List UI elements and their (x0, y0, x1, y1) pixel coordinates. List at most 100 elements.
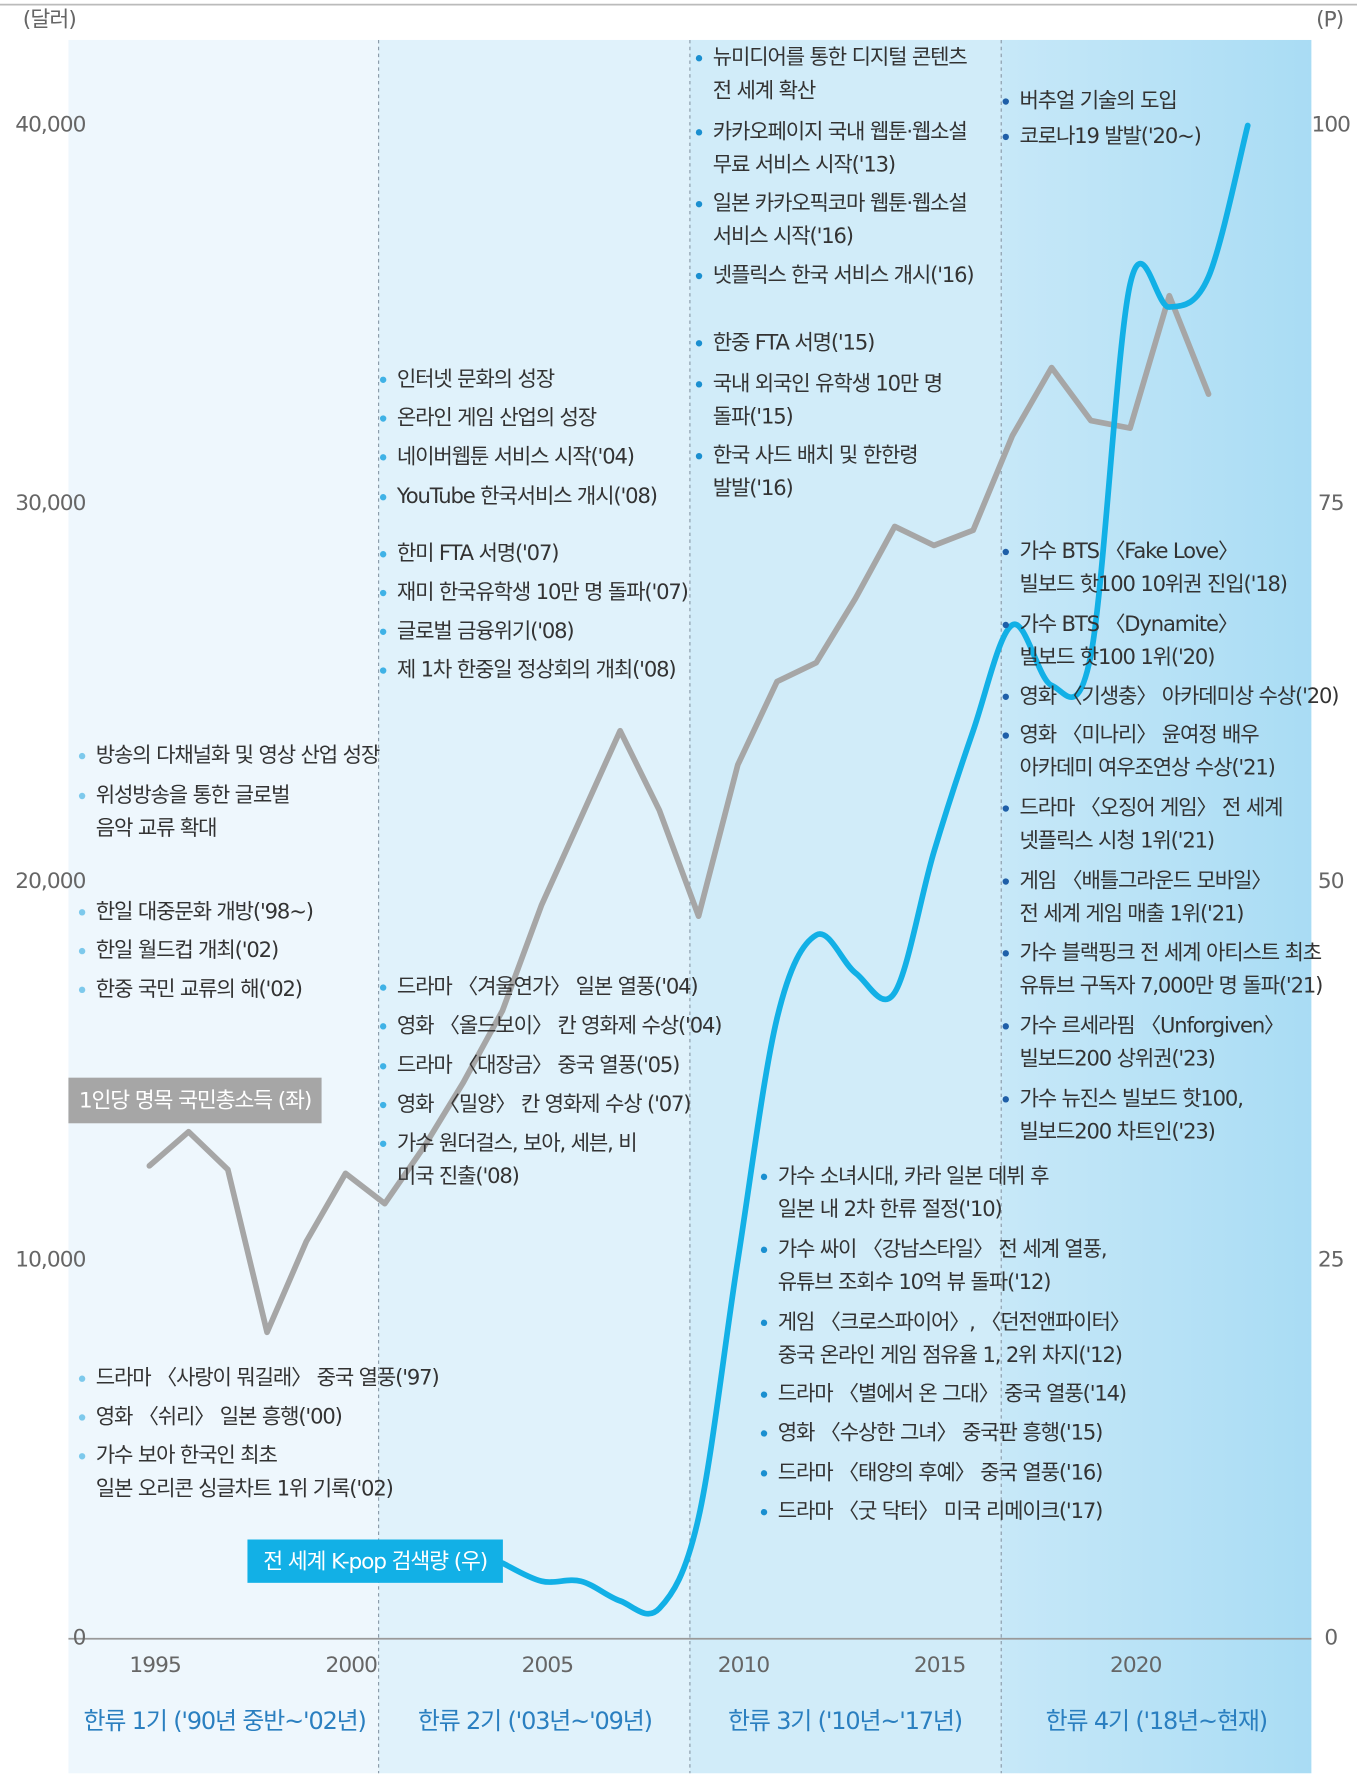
annotation-text: 드라마 〈오징어 게임〉 전 세계 (1019, 795, 1282, 820)
annotation-text: 한미 FTA 서명('07) (397, 540, 558, 565)
y2-unit: (P) (1316, 8, 1343, 33)
annotation-text: 버추얼 기술의 도입 (1019, 88, 1176, 113)
series-line (499, 122, 1251, 1617)
annotation-bullet (379, 628, 387, 635)
annotation-text: 가수 소녀시대, 카라 일본 데뷔 후 (778, 1163, 1049, 1188)
annotation-text: 드라마 〈겨울연가〉 일본 열풍('04) (397, 974, 698, 999)
annotation-text: 게임 〈배틀그라운드 모바일〉 (1019, 868, 1271, 893)
annotation-bullet (379, 1140, 387, 1147)
annotation-text: 가수 뉴진스 빌보드 핫100, (1019, 1085, 1242, 1110)
annotation-text: 유튜브 조회수 10억 뷰 돌파('12) (778, 1269, 1051, 1294)
annotation-text: 드라마 〈사랑이 뭐길래〉 중국 열풍('97) (96, 1365, 439, 1390)
annotation-bullet (695, 129, 703, 136)
annotation-text: 드라마 〈별에서 온 그대〉 중국 열풍('14) (778, 1381, 1126, 1406)
y2-tick-label: 50 (1318, 869, 1344, 894)
annotation-bullet (78, 1414, 86, 1421)
annotation-bullet (1002, 1023, 1009, 1030)
annotation-text: 한중 FTA 서명('15) (713, 329, 874, 354)
x-tick-label: 2000 (325, 1653, 377, 1678)
annotation-text: 재미 한국유학생 10만 명 돌파('07) (397, 579, 688, 604)
annotation-bullet (695, 381, 703, 388)
annotation-text: 넷플릭스 시청 1위('21) (1019, 828, 1214, 853)
annotation-text: 드라마 〈태양의 후예〉 중국 열풍('16) (778, 1459, 1103, 1484)
annotation-text: 무료 서비스 시작('13) (713, 151, 895, 176)
x-tick-label: 2015 (914, 1653, 965, 1678)
annotation-text: 영화 〈기생충〉 아카데미상 수상('20) (1019, 683, 1338, 708)
era-band (689, 39, 1002, 1774)
annotation-text: 코로나19 발발('20~) (1019, 123, 1200, 148)
y2-tick-label: 0 (1324, 1626, 1337, 1651)
y-unit: (달러) (23, 8, 76, 33)
series-label-box (247, 1539, 503, 1583)
annotation-text: 위성방송을 통한 글로벌 (96, 782, 290, 807)
legend-label: 전 세계 K-pop 검색량 (우) (263, 1549, 487, 1574)
annotation-bullet (760, 1470, 768, 1477)
annotation-text: 유튜브 구독자 7,000만 명 돌파('21) (1019, 972, 1322, 997)
era-band (378, 39, 690, 1774)
annotation-bullet (1002, 1096, 1009, 1103)
annotation-bullet (695, 340, 703, 347)
annotation-text: 일본 내 2차 한류 절정('10) (778, 1196, 1002, 1221)
y-tick-label: 0 (73, 1626, 86, 1651)
y-tick-label: 10,000 (15, 1247, 85, 1272)
annotation-text: 게임 〈크로스파이어〉, 〈던전앤파이터〉 (778, 1309, 1130, 1334)
annotation-bullet (379, 984, 387, 991)
annotation-text: YouTube 한국서비스 개시('08) (396, 483, 657, 508)
annotation-bullet (695, 272, 703, 280)
annotation-text: 빌보드 핫100 1위('20) (1019, 644, 1214, 669)
annotation-text: 전 세계 게임 매출 1위('21) (1019, 901, 1243, 926)
annotation-bullet (379, 1023, 387, 1030)
annotation-text: 국내 외국인 유학생 10만 명 (713, 370, 942, 395)
y2-tick-label: 100 (1311, 112, 1350, 137)
era-band (1001, 39, 1312, 1774)
annotation-bullet (78, 792, 86, 800)
annotation-text: 미국 진출('08) (397, 1163, 519, 1188)
annotation-bullet (78, 1453, 86, 1460)
annotation-text: 드라마 〈굿 닥터〉 미국 리메이크('17) (778, 1498, 1103, 1523)
annotation-text: 영화 〈밀양〉 칸 영화제 수상 ('07) (397, 1091, 691, 1116)
annotation-text: 가수 보아 한국인 최초 (96, 1442, 278, 1467)
annotation-bullet (379, 454, 387, 461)
era-label: 한류 2기 ('03년~'09년) (418, 1707, 652, 1735)
annotation-bullet (78, 1375, 86, 1382)
era-band (68, 39, 379, 1774)
x-tick-label: 2020 (1110, 1653, 1162, 1678)
annotation-bullet (1002, 732, 1009, 739)
y2-tick-label: 75 (1318, 491, 1344, 516)
annotation-text: 발발('16) (713, 475, 793, 500)
annotation-text: 서비스 시작('16) (713, 223, 853, 248)
annotation-text: 가수 BTS 〈Dynamite〉 (1019, 611, 1237, 636)
annotation-text: 가수 싸이 〈강남스타일〉 전 세계 열풍, (778, 1236, 1107, 1261)
annotation-text: 넷플릭스 한국 서비스 개시('16) (713, 262, 974, 287)
annotation-bullet (379, 415, 387, 422)
annotation-text: 빌보드200 상위권('23) (1019, 1045, 1214, 1070)
annotation-text: 빌보드 핫100 10위권 진입('18) (1019, 571, 1286, 596)
annotation-text: 일본 카카오픽코마 웹툰·웹소설 (713, 190, 967, 215)
annotation-text: 한국 사드 배치 및 한한령 (713, 442, 918, 467)
annotation-text: 빌보드200 차트인('23) (1019, 1118, 1214, 1143)
annotation-bullet (1002, 878, 1009, 885)
annotation-bullet (379, 1063, 387, 1070)
annotation-text: 뉴미디어를 통한 디지털 콘텐츠 (713, 44, 968, 69)
annotation-bullet (78, 986, 86, 994)
annotation-bullet (379, 589, 387, 597)
annotation-bullet (1002, 133, 1009, 141)
annotation-bullet (1002, 805, 1009, 812)
annotation-text: 드라마 〈대장금〉 중국 열풍('05) (397, 1052, 679, 1077)
annotation-text: 일본 오리콘 싱글차트 1위 기록('02) (96, 1475, 393, 1500)
legend-label: 1인당 명목 국민총소득 (좌) (79, 1089, 311, 1114)
x-tick-label: 2005 (522, 1653, 573, 1678)
y-tick-label: 20,000 (15, 869, 85, 894)
annotation-text: 한일 대중문화 개방('98~) (96, 898, 313, 923)
annotation-text: 가수 블랙핑크 전 세계 아티스트 최초 (1019, 939, 1321, 964)
annotation-bullet (379, 551, 387, 558)
annotation-text: 네이버웹툰 서비스 시작('04) (397, 443, 634, 468)
annotation-bullet (1002, 621, 1009, 629)
x-tick-label: 1995 (129, 1653, 180, 1678)
annotation-text: 가수 BTS 〈Fake Love〉 (1019, 538, 1237, 563)
era-label: 한류 3기 ('10년~'17년) (728, 1707, 962, 1735)
annotation-bullet (78, 909, 86, 916)
annotation-text: 돌파('15) (713, 403, 793, 428)
annotation-bullet (1002, 548, 1009, 556)
